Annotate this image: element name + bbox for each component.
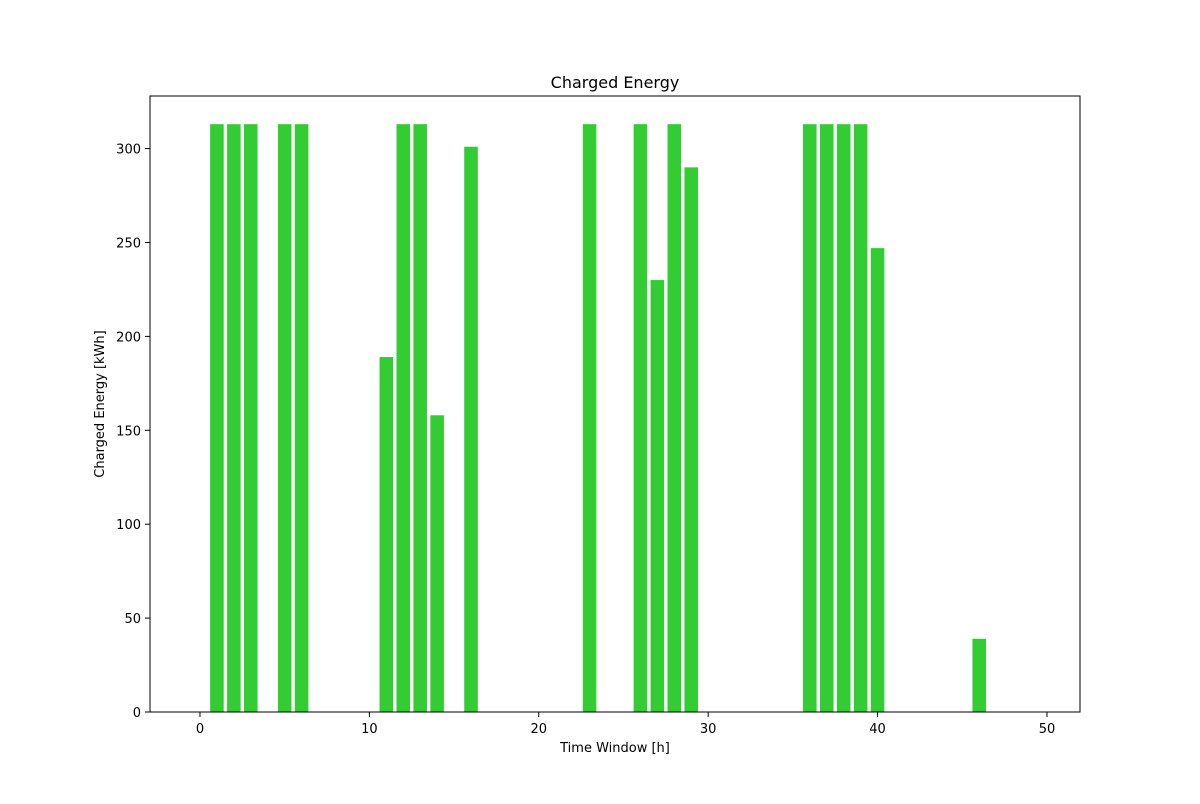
bar (210, 124, 224, 713)
bar (396, 124, 411, 713)
plot-area-frame (149, 95, 1081, 713)
bar (294, 124, 309, 713)
bar (430, 415, 444, 712)
bar (870, 248, 885, 712)
bar (413, 124, 427, 713)
y-axis-label: Charged Energy [kWh] (93, 330, 108, 477)
bar (277, 124, 292, 713)
y-tick-label: 0 (133, 706, 141, 721)
y-tick-label: 100 (116, 518, 141, 533)
x-tick-label: 50 (1039, 722, 1056, 737)
y-tick-label: 200 (116, 330, 141, 345)
chart-title: Charged Energy (551, 73, 680, 92)
y-tick-label: 300 (116, 143, 141, 158)
x-tick-label: 30 (700, 722, 717, 737)
x-axis-ticks: 0 10 20 30 40 50 (196, 712, 1055, 737)
bar (819, 124, 834, 713)
bar (803, 124, 817, 713)
x-tick-label: 10 (361, 722, 378, 737)
bar (244, 124, 258, 713)
bars-group (210, 124, 986, 713)
bar (853, 124, 868, 713)
x-tick-label: 20 (530, 722, 547, 737)
bar (972, 638, 986, 712)
y-tick-label: 250 (116, 236, 141, 251)
bar (227, 124, 241, 713)
y-axis-ticks: 0 50 100 150 200 250 300 (116, 143, 150, 721)
bar (633, 124, 648, 713)
bar (582, 124, 597, 713)
y-tick-label: 150 (116, 424, 141, 439)
x-axis-label: Time Window [h] (559, 741, 670, 756)
bar (464, 146, 478, 712)
bar (667, 124, 682, 713)
x-tick-label: 0 (196, 722, 204, 737)
bar (684, 167, 699, 713)
bar (379, 357, 394, 712)
bar (650, 280, 665, 712)
bar (836, 124, 851, 713)
x-tick-label: 40 (869, 722, 886, 737)
y-tick-label: 50 (124, 612, 141, 627)
